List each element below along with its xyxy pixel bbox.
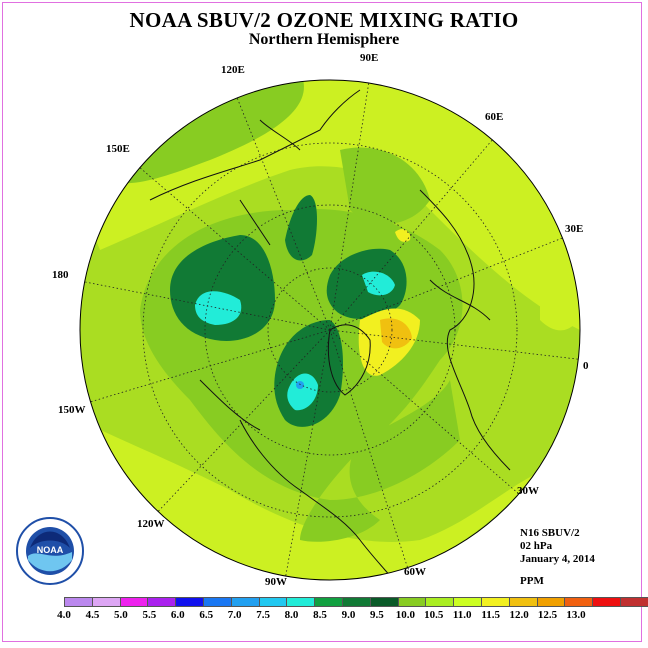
contour-9.0-north (340, 147, 430, 224)
map-subtitle: Northern Hemisphere (248, 31, 400, 48)
contour-8.0-high-a (195, 291, 242, 325)
instrument-label: N16 SBUV/2 (520, 527, 580, 539)
legend-tick-label: 6.0 (170, 609, 185, 621)
contour-10.5-patch (380, 318, 412, 349)
legend-swatch-19 (592, 597, 621, 607)
legend-swatch-8 (286, 597, 316, 607)
legend-swatch-11 (369, 597, 399, 607)
contour-8.0-high-c (287, 373, 318, 411)
legend-tick-label: 5.5 (142, 609, 157, 621)
legend-swatch-15 (480, 597, 510, 607)
legend-swatch-7 (258, 597, 288, 607)
legend-swatch-16 (508, 597, 538, 607)
legend-tick-label: 11.0 (452, 609, 472, 621)
contour-8.5-high-a (170, 235, 275, 341)
lon-label-60w: 60W (404, 566, 426, 578)
legend-tick-label: 11.5 (481, 609, 500, 621)
units-label: PPM (520, 575, 544, 587)
legend-tick-label: 5.0 (114, 609, 128, 621)
legend-swatch-1 (91, 597, 121, 607)
contour-9.0-north-arc (110, 80, 304, 184)
legend-swatch-5 (202, 597, 232, 607)
lon-label-0: 0 (583, 360, 589, 372)
lon-label-30w: 30W (517, 485, 539, 497)
legend-tick-label: 10.5 (424, 609, 444, 621)
legend-tick-label: 6.5 (199, 609, 214, 621)
map-title: NOAA SBUV/2 OZONE MIXING RATIO (129, 8, 519, 32)
lon-label-180: 180 (52, 269, 69, 281)
legend-swatch-10 (341, 597, 371, 607)
legend-swatch-20 (619, 597, 648, 607)
lon-label-90w: 90W (265, 576, 287, 588)
legend-tick-label: 7.5 (256, 609, 270, 621)
coastline-asia (149, 89, 361, 246)
legend-swatch-14 (453, 597, 482, 607)
graticule (80, 80, 580, 580)
contour-8.0-high-b (362, 271, 395, 296)
legend-swatch-4 (175, 597, 204, 607)
legend-tick-label: 13.0 (566, 609, 586, 621)
legend-tick-label: 7.0 (227, 609, 242, 621)
lon-label-120e: 120E (221, 64, 245, 76)
legend-tick-label: 4.5 (85, 609, 100, 621)
date-label: January 4, 2014 (520, 553, 595, 565)
legend-tick-label: 9.5 (370, 609, 384, 621)
map-border (79, 79, 581, 581)
contour-8.5-high-d (285, 195, 317, 261)
legend-tick-label: 12.0 (509, 609, 529, 621)
legend-tick-label: 4.0 (57, 609, 71, 621)
legend-tick-label: 8.5 (313, 609, 327, 621)
legend-swatch-0 (64, 597, 93, 607)
color-legend-bar (64, 597, 648, 607)
contour-7.5-core (296, 381, 304, 389)
image-frame (2, 2, 642, 642)
lon-label-150e: 150E (106, 143, 130, 155)
legend-swatch-13 (425, 597, 455, 607)
legend-tick-label: 8.0 (284, 609, 299, 621)
lon-label-60e: 60E (485, 111, 504, 123)
legend-swatch-6 (230, 597, 260, 607)
pressure-level-label: 02 hPa (520, 540, 553, 552)
legend-swatch-2 (119, 597, 149, 607)
legend-swatch-18 (564, 597, 594, 607)
coastline-europe (419, 189, 511, 471)
lon-label-30e: 30E (565, 223, 584, 235)
contour-9.5-south (80, 400, 575, 580)
lon-label-150w: 150W (58, 404, 86, 416)
legend-tick-label: 10.0 (395, 609, 415, 621)
legend-swatch-17 (536, 597, 566, 607)
coastline-greenland (327, 324, 371, 396)
lon-label-90e: 90E (360, 52, 379, 64)
contour-10.0-patch-north (395, 229, 411, 242)
lon-label-120w: 120W (137, 518, 165, 530)
legend-swatch-9 (314, 597, 343, 607)
legend-swatch-3 (147, 597, 177, 607)
coastline-north-america (199, 379, 411, 580)
legend-swatch-12 (397, 597, 427, 607)
legend-tick-label: 9.0 (341, 609, 356, 621)
legend-tick-label: 12.5 (537, 609, 558, 621)
